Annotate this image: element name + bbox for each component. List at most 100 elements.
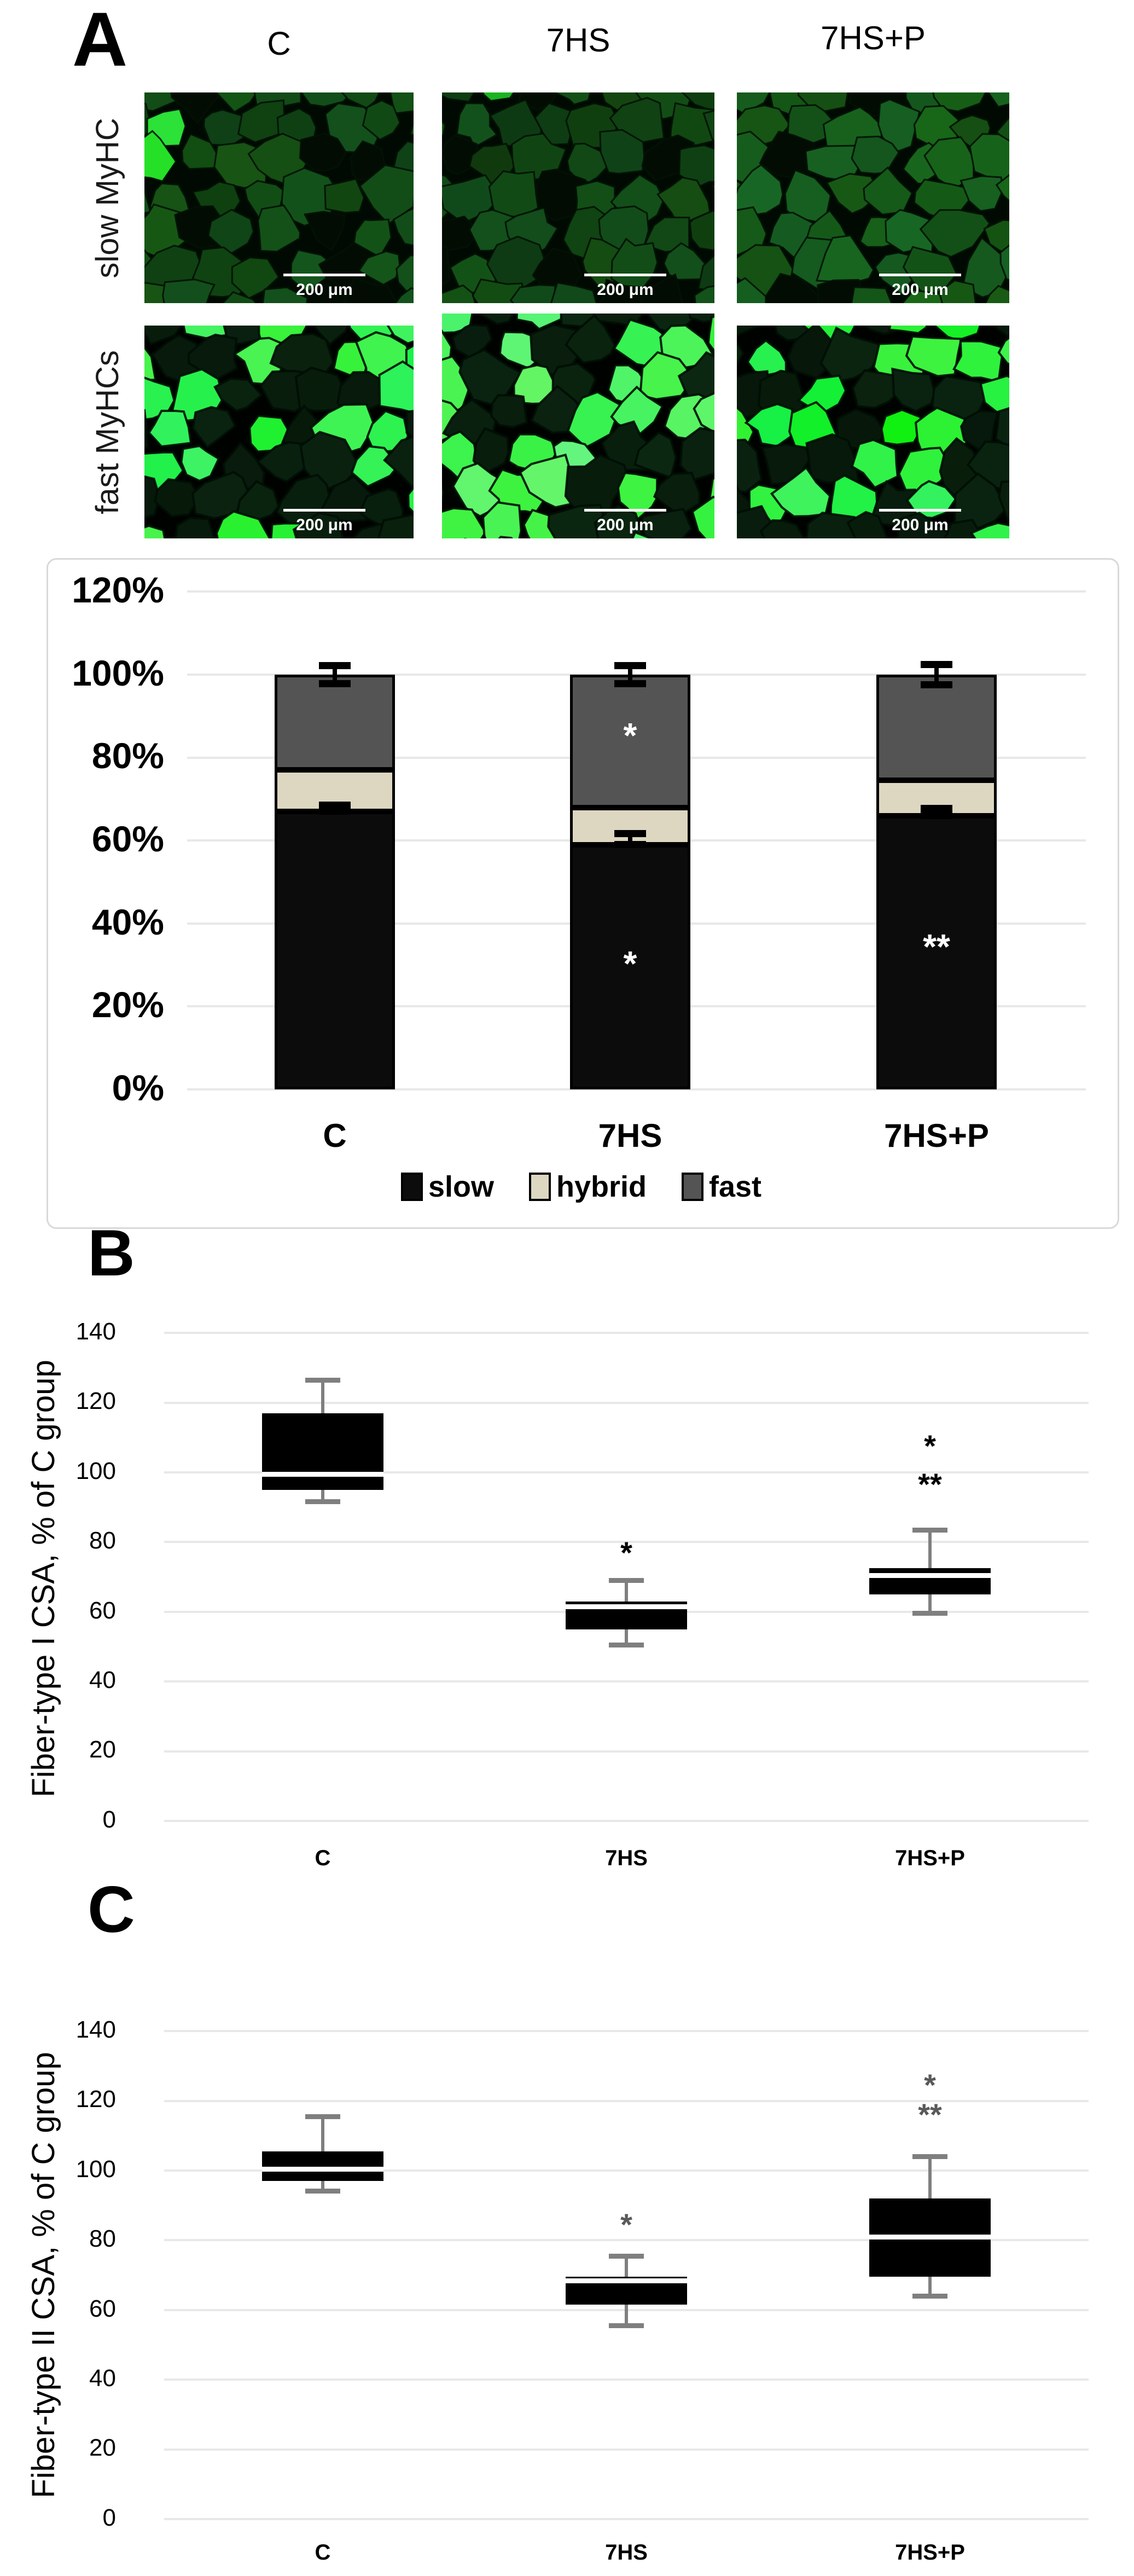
micrograph-slow-7hs: 200 μm [442,92,714,303]
muscle-fiber [662,242,708,281]
muscle-fiber [932,92,987,113]
muscle-fiber [175,517,216,538]
muscle-fiber [442,484,444,503]
muscle-fiber [967,440,1009,491]
muscle-fiber [679,427,714,481]
muscle-fiber [324,178,365,214]
muscle-fiber [888,326,928,335]
bar-segment-C-slow [275,811,395,1089]
whisker-cap-low [609,1642,644,1647]
muscle-fiber [880,408,923,446]
muscle-fiber [877,98,921,154]
y-tick-label: 140 [75,1318,116,1345]
muscle-fiber [237,99,286,143]
muscle-fiber [486,235,549,293]
bar-segment-7HS+P-fast [876,675,997,781]
muscle-fiber [983,219,1009,256]
muscle-fiber [442,507,487,538]
muscle-fiber [737,164,784,218]
muscle-fiber [905,335,963,378]
box-C [262,2151,383,2182]
legend-swatch-hybrid [528,1173,551,1201]
muscle-fiber [257,204,301,253]
muscle-fiber [341,92,381,109]
muscle-fiber [472,278,525,303]
x-tick-label: 7HS [605,2540,648,2565]
scale-bar-label: 200 μm [892,281,948,299]
x-tick-label: 7HS+P [895,2540,965,2565]
muscle-fiber [144,475,161,519]
column-header-c: C [267,25,291,62]
muscle-fiber [707,315,714,353]
muscle-fiber [386,326,414,345]
y-tick-label: 40 [89,1667,116,1693]
muscle-fiber [490,394,528,429]
muscle-fiber [599,129,645,175]
legend-item-hybrid: hybrid [528,1172,647,1202]
gridline [187,590,1086,593]
muscle-fiber [215,510,271,538]
muscle-fiber [191,406,237,449]
muscle-fiber [959,175,1004,212]
muscle-fiber [392,207,414,247]
muscle-fiber [550,281,597,303]
muscle-fiber [969,133,1009,183]
y-tick-label: 80% [91,735,164,776]
scale-bar-label: 200 μm [597,281,653,299]
y-tick-label: 0 [102,2504,116,2531]
muscle-fiber [653,472,701,517]
gridline [164,1332,1089,1335]
row-label-fast-myhcs: fast MyHCs [90,350,125,514]
muscle-fiber [203,109,247,147]
column-header-7hs-p: 7HS+P [821,20,926,56]
gridline [187,1088,1086,1090]
significance-marker: ** [918,2097,942,2132]
micrograph-slow-7hs-p: 200 μm [737,92,1009,303]
gridline [164,1820,1089,1822]
gridline [164,2030,1089,2033]
x-tick-label: 7HS+P [884,1117,989,1154]
error-bar-cap [921,805,952,813]
column-header-7hs: 7HS [546,22,610,59]
significance-marker: * [924,2068,936,2103]
muscle-fiber [262,286,319,303]
muscle-fiber [689,210,714,252]
muscle-fiber [300,92,354,108]
median-line [869,2235,991,2240]
y-tick-label: 120 [75,2086,116,2113]
panel-b-label: B [88,1216,135,1290]
bar-segment-C-fast [275,675,395,770]
muscle-fiber [147,409,193,448]
muscle-fiber [144,184,152,214]
panel-a-label: A [72,0,128,82]
significance-marker: * [620,2207,632,2242]
muscle-fiber [362,100,401,141]
muscle-fiber [181,133,218,170]
y-tick-label: 100% [72,652,164,693]
muscle-fiber [897,512,957,538]
muscle-fiber [905,480,957,519]
y-tick-label: 20% [91,984,164,1025]
muscle-fiber [995,407,1009,449]
bar-segment-7HS+P-hybrid [876,780,997,816]
muscle-fiber [396,254,414,301]
error-bar [628,831,632,847]
muscle-fiber [553,92,591,106]
error-bar-cap [921,661,952,669]
muscle-fiber [344,276,398,303]
muscle-fiber [639,351,696,401]
muscle-fiber [488,170,539,218]
muscle-fiber [825,172,881,214]
muscle-fiber [154,478,201,518]
muscle-fiber [405,410,414,439]
gridline [164,2378,1089,2381]
muscle-fiber [509,284,556,303]
muscle-fiber [985,285,1009,303]
whisker-cap-high [912,1527,947,1533]
error-bar-cap [614,840,646,848]
scale-bar-label: 200 μm [597,516,653,534]
muscle-fiber [702,109,714,144]
panel-c-y-axis-title: Fiber-type II CSA, % of C group [26,2052,61,2498]
whisker-cap-high [305,2114,340,2120]
muscle-fiber [998,480,1009,525]
